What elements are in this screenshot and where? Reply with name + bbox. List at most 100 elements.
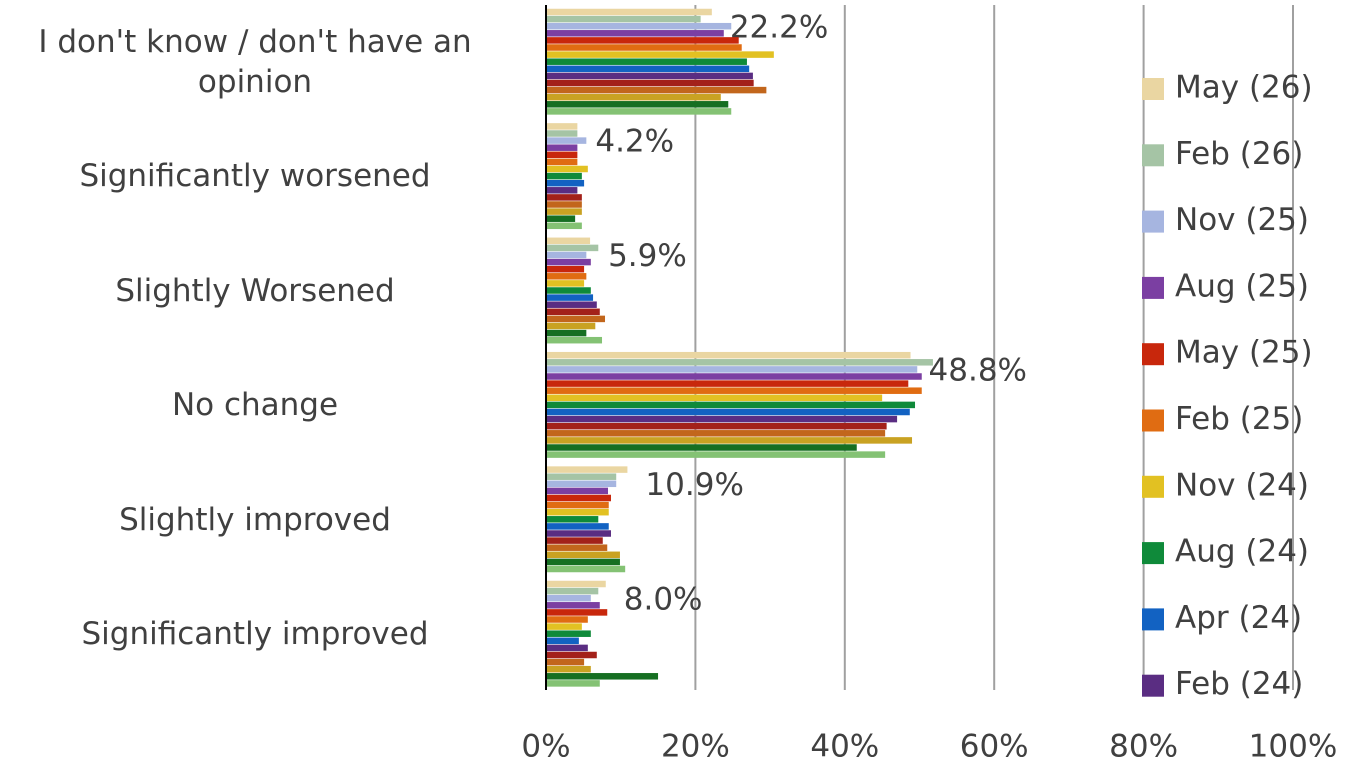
bar	[546, 387, 922, 394]
x-tick-label: 60%	[960, 729, 1029, 765]
bar	[546, 158, 578, 166]
bar	[546, 401, 916, 409]
x-tick-label: 0%	[521, 729, 570, 765]
legend-swatch	[1142, 409, 1164, 432]
bar	[546, 251, 587, 259]
bar	[546, 480, 617, 488]
bar	[546, 359, 933, 366]
bar	[546, 72, 753, 80]
legend-label: Feb (24)	[1175, 666, 1303, 702]
category-label: I don't know / don't have an opinion	[38, 24, 472, 100]
bar	[546, 58, 747, 65]
bar	[546, 544, 608, 551]
bar	[546, 30, 724, 37]
bar	[546, 51, 774, 58]
bar	[546, 123, 578, 130]
bar	[546, 451, 886, 458]
legend-swatch	[1142, 210, 1164, 233]
bar	[546, 637, 579, 645]
bar	[546, 201, 582, 208]
bar	[546, 294, 594, 301]
bar	[546, 473, 617, 480]
bar	[546, 336, 603, 344]
bar	[546, 380, 909, 387]
legend-label: Nov (24)	[1175, 467, 1309, 503]
legend-swatch	[1142, 276, 1164, 299]
bar	[546, 179, 585, 187]
value-label: 8.0%	[624, 581, 703, 617]
legend-swatch	[1142, 608, 1164, 631]
bar	[546, 287, 591, 294]
bar	[546, 422, 887, 430]
bar	[546, 194, 582, 201]
bar	[546, 101, 729, 108]
legend-swatch	[1142, 475, 1164, 498]
bar	[546, 580, 606, 588]
legend-label: Aug (24)	[1175, 534, 1309, 570]
bar	[546, 351, 911, 359]
legend-label: Nov (25)	[1175, 202, 1309, 238]
bar	[546, 516, 599, 523]
bar	[546, 651, 597, 659]
bar	[546, 108, 732, 115]
bar	[546, 665, 591, 673]
value-label: 5.9%	[608, 238, 687, 274]
bar	[546, 616, 588, 623]
bar	[546, 673, 659, 680]
bar	[546, 630, 591, 637]
bar	[546, 530, 611, 537]
legend-swatch	[1142, 144, 1164, 167]
bar	[546, 273, 587, 280]
category-label: Slightly improved	[119, 501, 391, 538]
x-tick-label: 80%	[1109, 729, 1178, 765]
bar	[546, 22, 732, 30]
category-label: No change	[171, 387, 339, 424]
bar	[546, 301, 597, 308]
category-label: Slightly Worsened	[115, 272, 395, 309]
bar	[546, 172, 582, 180]
legend-swatch	[1142, 78, 1164, 100]
value-label: 48.8%	[929, 352, 1027, 388]
bar	[546, 130, 578, 137]
bar	[546, 523, 609, 530]
bar	[546, 322, 596, 330]
bar	[546, 408, 910, 416]
bar	[546, 373, 922, 380]
value-label: 22.2%	[730, 9, 828, 45]
bar	[546, 137, 587, 144]
bar	[546, 280, 585, 287]
bar	[546, 222, 582, 230]
legend-swatch	[1142, 542, 1164, 565]
category-label: Significantly worsened	[79, 158, 431, 195]
legend-label: Feb (26)	[1175, 136, 1303, 172]
x-tick-label: 100%	[1249, 729, 1338, 765]
value-label: 10.9%	[645, 467, 743, 503]
bar	[546, 93, 721, 101]
bar	[546, 558, 620, 566]
bar	[546, 15, 701, 23]
value-label: 4.2%	[595, 124, 674, 160]
bar	[546, 658, 585, 666]
category-label: Significantly improved	[81, 616, 429, 652]
bar	[546, 537, 603, 544]
bar	[546, 244, 599, 252]
bar	[546, 44, 742, 51]
bar	[546, 187, 578, 194]
bar	[546, 329, 587, 337]
bar	[546, 308, 600, 316]
bar	[546, 265, 585, 273]
bar	[546, 680, 600, 687]
bar	[546, 644, 588, 652]
bar	[546, 366, 918, 373]
bar	[546, 466, 628, 473]
bar	[546, 494, 611, 502]
bar	[546, 430, 886, 437]
bar	[546, 394, 883, 402]
bar	[546, 165, 588, 173]
bar	[546, 602, 600, 609]
bar	[546, 79, 754, 87]
bar	[546, 594, 591, 602]
bar	[546, 444, 857, 451]
